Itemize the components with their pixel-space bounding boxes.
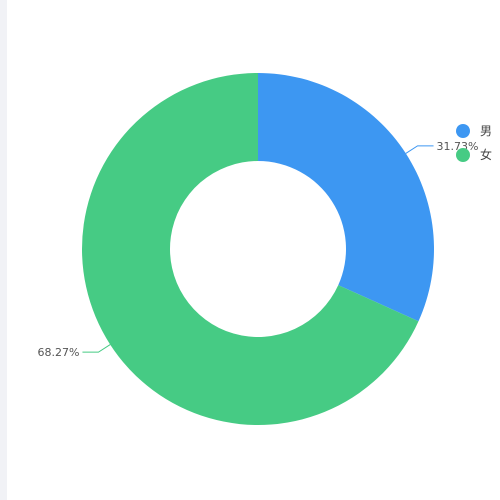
data-label-0: 31.73% (437, 140, 479, 153)
legend-label-0[interactable]: 男 (480, 124, 492, 138)
labels-group: 31.73% 68.27% (37, 140, 478, 359)
leader-line-0 (405, 145, 434, 154)
legend: 男女 (456, 124, 492, 162)
legend-marker-1[interactable] (456, 148, 470, 162)
slice-0[interactable] (258, 73, 434, 322)
legend-marker-0[interactable] (456, 124, 470, 138)
slices-group (82, 73, 434, 425)
slice-1[interactable] (82, 73, 419, 425)
left-edge-strip (0, 0, 7, 500)
leader-line-1 (82, 344, 111, 353)
legend-label-1[interactable]: 女 (480, 147, 492, 162)
data-label-1: 68.27% (37, 346, 79, 359)
